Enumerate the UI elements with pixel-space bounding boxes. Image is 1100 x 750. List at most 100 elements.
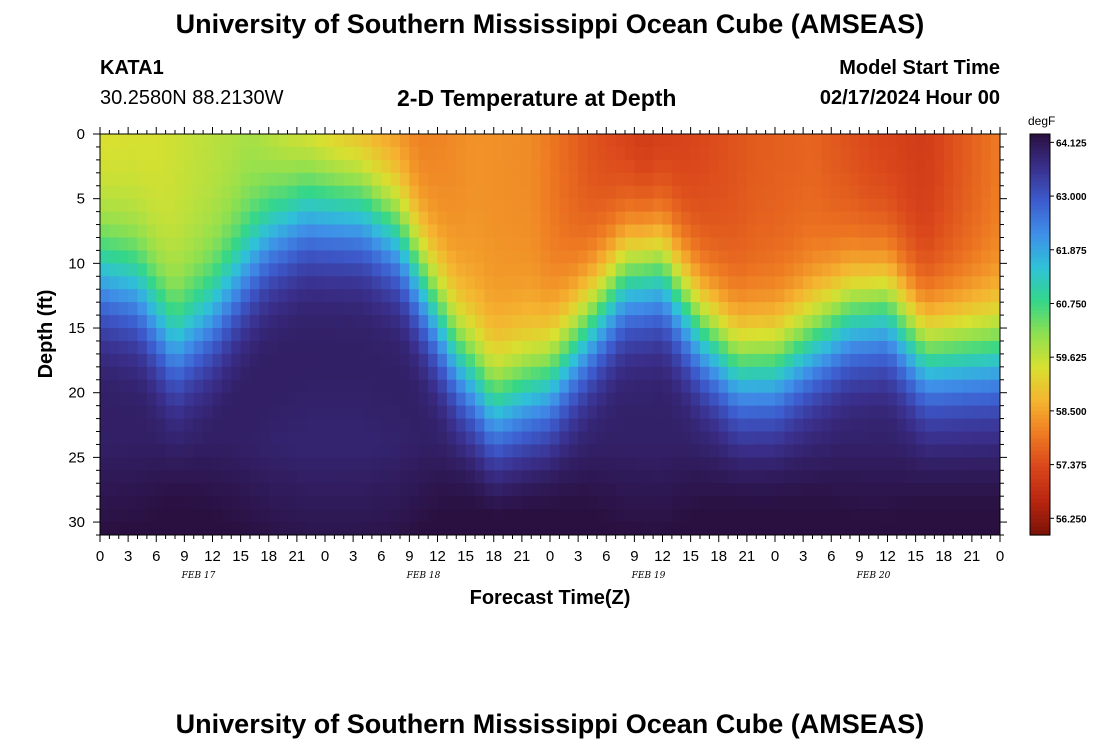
heatmap-cell [550,263,560,277]
heatmap-cell [268,289,279,303]
heatmap-cell [362,457,373,471]
heatmap-cell [503,172,514,187]
heatmap-cell [484,315,495,329]
heatmap-cell [690,134,701,148]
heatmap-cell [100,353,110,368]
heatmap-cell [812,444,823,458]
heatmap-cell [521,418,532,433]
heatmap-cell [859,418,870,433]
heatmap-cell [512,185,523,200]
heatmap-cell [203,379,214,394]
heatmap-cell [503,328,514,342]
colorbar-segment [1030,254,1050,259]
heatmap-cell [906,353,917,368]
heatmap-cell [259,392,270,407]
heatmap-cell [240,328,251,342]
heatmap-cell [634,146,645,161]
heatmap-cell [240,496,251,510]
heatmap-cell [325,470,335,484]
heatmap-cell [578,289,589,303]
heatmap-cell [559,134,570,148]
heatmap-cell [109,276,120,290]
heatmap-cell [971,146,982,161]
heatmap-cell [531,366,542,381]
heatmap-cell [540,146,551,161]
heatmap-cell [606,392,617,407]
heatmap-cell [728,379,739,394]
heatmap-cell [550,340,560,355]
heatmap-cell [784,483,795,497]
heatmap-cell [906,315,917,329]
heatmap-cell [475,457,485,471]
heatmap-cell [971,379,982,394]
heatmap-cell [353,159,364,174]
heatmap-cell [146,315,157,329]
heatmap-cell [634,379,645,394]
heatmap-cell [671,185,682,200]
heatmap-cell [156,237,167,252]
heatmap-cell [128,185,139,200]
heatmap-cell [268,302,279,316]
colorbar-segment [1030,406,1050,412]
heatmap-cell [184,134,195,148]
heatmap-cell [100,211,110,226]
heatmap-cell [203,250,214,264]
heatmap-cell [671,250,682,264]
heatmap-cell [831,392,842,407]
heatmap-cell [775,250,785,264]
heatmap-cell [737,237,748,252]
heatmap-cell [934,328,945,342]
heatmap-cell [203,483,214,497]
colorbar-segment [1030,194,1050,199]
heatmap-cell [821,522,832,535]
heatmap-cell [146,483,157,497]
heatmap-cell [550,250,560,264]
heatmap-cell [503,315,514,329]
heatmap-cell [240,211,251,226]
heatmap-cell [418,146,429,161]
heatmap-cell [231,263,242,277]
heatmap-cell [709,457,720,471]
heatmap-cell [756,289,767,303]
heatmap-cell [381,185,392,200]
heatmap-cell [925,289,935,303]
heatmap-cell [240,263,251,277]
heatmap-cell [625,405,635,420]
heatmap-cell [118,353,129,368]
heatmap-cell [878,431,889,446]
heatmap-cell [803,315,814,329]
heatmap-cell [784,159,795,174]
heatmap-cell [212,198,223,213]
heatmap-cell [446,418,457,433]
heatmap-cell [531,224,542,239]
heatmap-cell [193,483,204,497]
heatmap-cell [212,289,223,303]
heatmap-cell [484,353,495,368]
heatmap-cell [437,483,448,497]
heatmap-cell [175,185,185,200]
heatmap-cell [503,263,514,277]
heatmap-cell [465,328,476,342]
heatmap-cell [484,470,495,484]
heatmap-cell [700,379,710,394]
heatmap-cell [700,146,710,161]
heatmap-cell [568,496,579,510]
heatmap-cell [278,496,289,510]
heatmap-cell [662,457,673,471]
heatmap-cell [306,224,317,239]
heatmap-cell [559,237,570,252]
heatmap-cell [634,522,645,535]
heatmap-cell [812,392,823,407]
heatmap-cell [568,289,579,303]
x-tick-label: 3 [574,548,582,565]
heatmap-cell [990,302,1000,316]
heatmap-cell [887,211,898,226]
heatmap-cell [756,392,767,407]
heatmap-cell [878,159,889,174]
heatmap-cell [437,328,448,342]
heatmap-cell [362,353,373,368]
heatmap-cell [418,276,429,290]
heatmap-cell [484,172,495,187]
heatmap-cell [803,340,814,355]
heatmap-cell [231,134,242,148]
